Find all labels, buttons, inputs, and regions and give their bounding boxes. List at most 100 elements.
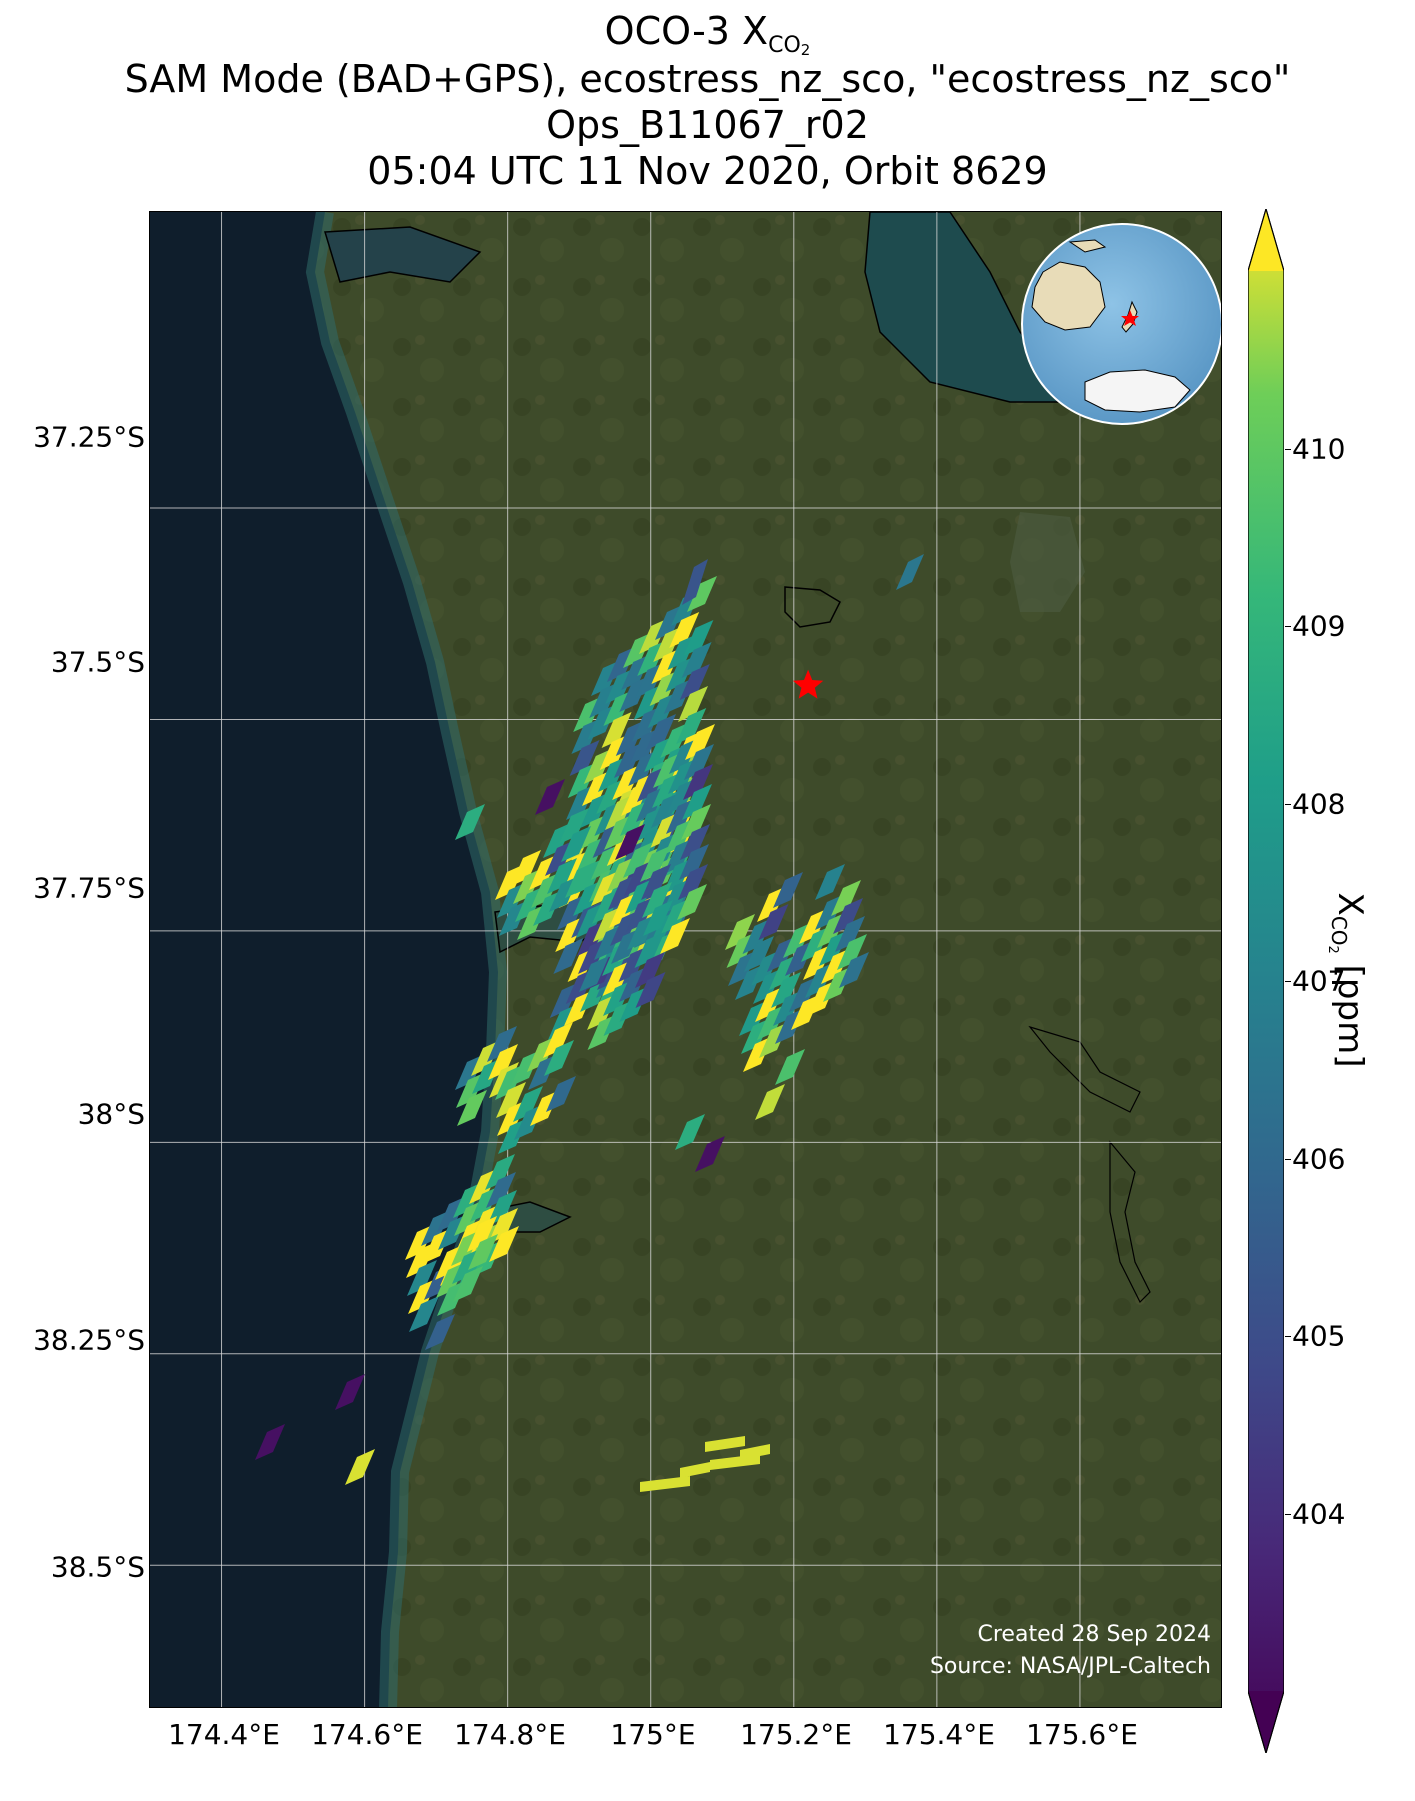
- lon-tick-label: 174.4°E: [168, 1718, 280, 1751]
- figure-title-line-4: 05:04 UTC 11 Nov 2020, Orbit 8629: [367, 149, 1048, 193]
- sounding-footprint: [569, 740, 600, 776]
- sounding-footprint: [678, 686, 708, 722]
- sounding-footprint: [345, 1449, 375, 1485]
- sounding-footprint: [740, 1444, 770, 1460]
- sounding-footprint: [553, 938, 584, 974]
- map-panel: Created 28 Sep 2024 Source: NASA/JPL-Cal…: [149, 211, 1222, 1708]
- sounding-footprint: [485, 1154, 515, 1190]
- sounding-footprint: [660, 918, 690, 954]
- sounding-footprint: [640, 846, 670, 882]
- river-outline-2: [1109, 1140, 1151, 1304]
- sounding-footprint: [678, 864, 708, 900]
- sounding-footprint: [643, 900, 673, 936]
- sounding-footprint: [457, 1090, 487, 1126]
- sounding-footprint: [640, 1476, 690, 1492]
- sounding-footprint: [615, 824, 645, 860]
- figure-title-line-3: Ops_B11067_r02: [546, 103, 869, 147]
- sounding-footprint: [685, 724, 715, 760]
- sounding-footprint: [679, 844, 709, 880]
- sounding-footprint: [833, 898, 863, 934]
- colorbar-tick-mark: [1285, 1513, 1291, 1515]
- antarctica-shape: [1084, 369, 1191, 413]
- sounding-footprint: [684, 744, 714, 780]
- sounding-footprint: [642, 882, 672, 918]
- lat-tick-label: 38.25°S: [33, 1323, 145, 1357]
- sounding-footprint: [683, 764, 713, 800]
- sounding-footprint: [546, 1076, 576, 1112]
- sounding-footprint: [455, 804, 485, 840]
- colorbar-tick-mark: [1285, 981, 1291, 982]
- papua-shape: [1068, 239, 1107, 253]
- sounding-footprint: [896, 554, 924, 590]
- sounding-footprint: [683, 620, 714, 656]
- colorbar-tick-mark: [1285, 626, 1291, 627]
- sounding-footprint: [681, 804, 711, 840]
- colorbar-tick-label: 409: [1292, 609, 1346, 643]
- sounding-footprint: [837, 934, 867, 970]
- sounding-footprint: [634, 932, 665, 968]
- sounding-footprint: [407, 1260, 437, 1296]
- sounding-footprint: [623, 842, 653, 878]
- sounding-footprint: [682, 559, 708, 605]
- inset-globe: [1021, 223, 1221, 425]
- figure-title-line-2: SAM Mode (BAD+GPS), ecostress_nz_sco, "e…: [124, 57, 1291, 101]
- sounding-footprint: [725, 914, 755, 950]
- credit-source: Source: NASA/JPL-Caltech: [929, 1654, 1211, 1679]
- sounding-footprint: [601, 712, 632, 748]
- sounding-footprint: [681, 642, 712, 678]
- lon-tick-label: 174.6°E: [311, 1718, 423, 1751]
- sounding-footprint: [679, 664, 710, 700]
- sounding-footprint: [409, 1296, 439, 1332]
- lat-tick-label: 37.75°S: [33, 871, 145, 905]
- sounding-footprint: [513, 1086, 543, 1122]
- sounding-footprint: [669, 612, 700, 648]
- sounding-footprint: [815, 864, 845, 900]
- red-star-icon: [792, 669, 824, 699]
- colorbar-tick-label: 407: [1292, 964, 1346, 998]
- sounding-footprint: [675, 1114, 705, 1150]
- sounding-footprint: [646, 714, 676, 750]
- sounding-footprint: [544, 1040, 574, 1076]
- sounding-footprint: [687, 576, 717, 612]
- sounding-footprint: [535, 779, 565, 815]
- sounding-footprint: [705, 1436, 745, 1452]
- sounding-footprint: [488, 1208, 518, 1244]
- lat-tick-label: 38.5°S: [50, 1550, 145, 1584]
- credit-created: Created 28 Sep 2024: [977, 1622, 1212, 1647]
- sounding-footprint: [695, 1136, 725, 1172]
- colorbar-label: XCO2 [ppm]: [1325, 892, 1370, 1068]
- sounding-footprint: [559, 808, 589, 844]
- sounding-footprint: [635, 972, 666, 1008]
- sounding-footprint: [487, 1190, 517, 1226]
- colorbar-tick-label: 404: [1292, 1497, 1346, 1530]
- sounding-footprint: [831, 880, 861, 916]
- harbour-north: [324, 226, 482, 283]
- lat-tick-label: 37.5°S: [50, 645, 145, 679]
- colorbar-tick-mark: [1285, 803, 1291, 805]
- lat-tick-label: 38°S: [77, 1097, 145, 1131]
- lake-outline: [784, 586, 841, 628]
- lon-tick-label: 175.2°E: [740, 1718, 852, 1751]
- australia-shape: [1031, 261, 1106, 331]
- sounding-footprint: [547, 858, 577, 894]
- sounding-footprint: [496, 1082, 526, 1118]
- sounding-footprint: [773, 872, 803, 908]
- sounding-footprint: [489, 1226, 519, 1262]
- colorbar: [1248, 209, 1284, 1753]
- sounding-footprint: [641, 864, 671, 900]
- sounding-footprint: [511, 850, 541, 886]
- colorbar-tick-label: 408: [1292, 787, 1346, 820]
- sounding-footprint: [467, 1216, 497, 1252]
- sounding-footprint: [775, 1049, 805, 1085]
- lat-tick-label: 37.25°S: [33, 420, 145, 454]
- sounding-footprint: [425, 1314, 455, 1350]
- sounding-footprint: [680, 1462, 710, 1478]
- colorbar-tick-mark: [1285, 448, 1291, 450]
- sounding-footprint: [682, 784, 712, 820]
- lon-tick-label: 174.8°E: [454, 1718, 566, 1751]
- inset-target-star: [1121, 310, 1139, 326]
- sounding-footprint: [487, 1026, 517, 1062]
- colorbar-tick-label: 405: [1292, 1319, 1346, 1353]
- colorbar-tick-label: 406: [1292, 1142, 1346, 1175]
- sounding-footprint: [565, 862, 595, 898]
